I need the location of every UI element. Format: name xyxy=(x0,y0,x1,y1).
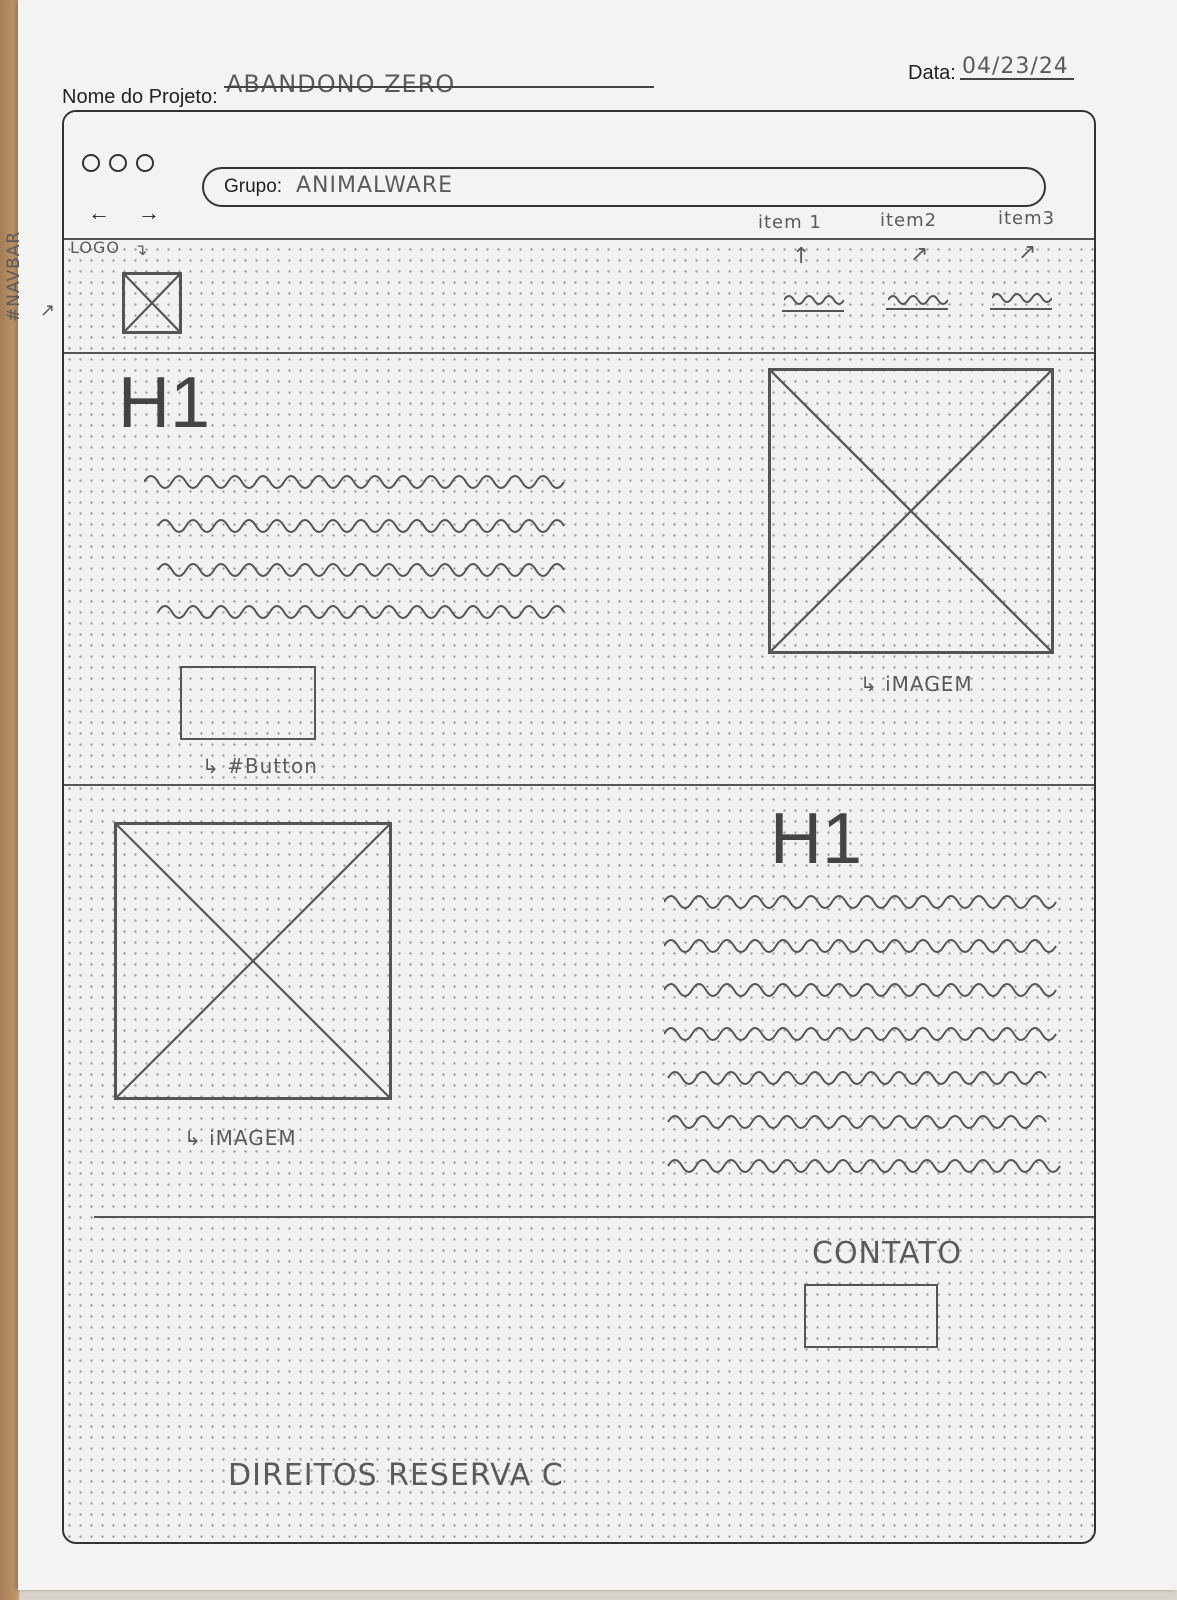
about-bottom-line xyxy=(94,1216,1094,1218)
nav-item-1-annotation: item 1 xyxy=(758,212,822,233)
hero-button[interactable] xyxy=(180,666,316,740)
hero-heading: H1 xyxy=(118,363,211,443)
date-underline xyxy=(960,78,1074,80)
hero-image-placeholder xyxy=(768,368,1054,654)
forward-arrow-icon[interactable]: → xyxy=(138,200,160,225)
about-image-annotation: ↳ iMAGEM xyxy=(184,1126,297,1150)
navbar-annotation-arrow-icon: ↗ xyxy=(40,300,57,321)
window-control-icon[interactable] xyxy=(82,154,100,172)
button-annotation: ↳ #Button xyxy=(202,754,318,778)
nav-item-2[interactable] xyxy=(888,290,948,306)
about-paragraph xyxy=(664,895,1061,1173)
footer-copyright: DIREITOS RESERVA C xyxy=(228,1458,564,1493)
about-heading: H1 xyxy=(770,799,863,879)
navbar-annotation: #NAVBAR xyxy=(4,230,24,322)
nav-item-1-arrow-icon: ↑ xyxy=(792,244,812,269)
address-bar[interactable]: Grupo: ANIMALWARE xyxy=(202,167,1046,207)
project-label: Nome do Projeto: xyxy=(62,86,218,108)
nav-item-3[interactable] xyxy=(992,288,1052,304)
nav-item-3-arrow-icon: ↗ xyxy=(1018,240,1038,265)
logo-arrow-icon: ↴ xyxy=(134,240,149,259)
logo-annotation: LOGO xyxy=(70,238,120,257)
nav-item-1[interactable] xyxy=(784,290,844,306)
back-arrow-icon[interactable]: ← xyxy=(88,200,110,225)
hero-image-annotation: ↳ iMAGEM xyxy=(860,672,973,696)
hero-bottom-line xyxy=(64,784,1094,786)
window-control-icon[interactable] xyxy=(136,154,154,172)
project-name: ABANDONO ZERO xyxy=(226,70,456,98)
hero-paragraph xyxy=(144,475,565,619)
nav-item-2-underline xyxy=(886,308,948,310)
window-control-icon[interactable] xyxy=(109,154,127,172)
contact-label: CONTATO xyxy=(812,1236,963,1271)
contact-button[interactable] xyxy=(804,1284,938,1348)
date-value: 04/23/24 xyxy=(962,54,1069,79)
group-label: Grupo: xyxy=(224,176,283,197)
nav-item-1-underline xyxy=(782,310,844,312)
nav-item-2-annotation: item2 xyxy=(880,210,938,231)
group-name: ANIMALWARE xyxy=(296,173,454,198)
about-image-placeholder xyxy=(114,822,392,1100)
date-label: Data: xyxy=(908,62,956,84)
nav-item-3-annotation: item3 xyxy=(998,208,1056,229)
logo-placeholder[interactable] xyxy=(122,272,182,334)
browser-window: ← → Grupo: ANIMALWARE LOGO ↴ item 1 item… xyxy=(62,110,1096,1544)
nav-item-2-arrow-icon: ↗ xyxy=(910,242,930,267)
project-underline xyxy=(224,86,654,88)
navbar-top-line xyxy=(64,238,1094,240)
navbar-bottom-line xyxy=(64,352,1094,354)
nav-item-3-underline xyxy=(990,308,1052,310)
